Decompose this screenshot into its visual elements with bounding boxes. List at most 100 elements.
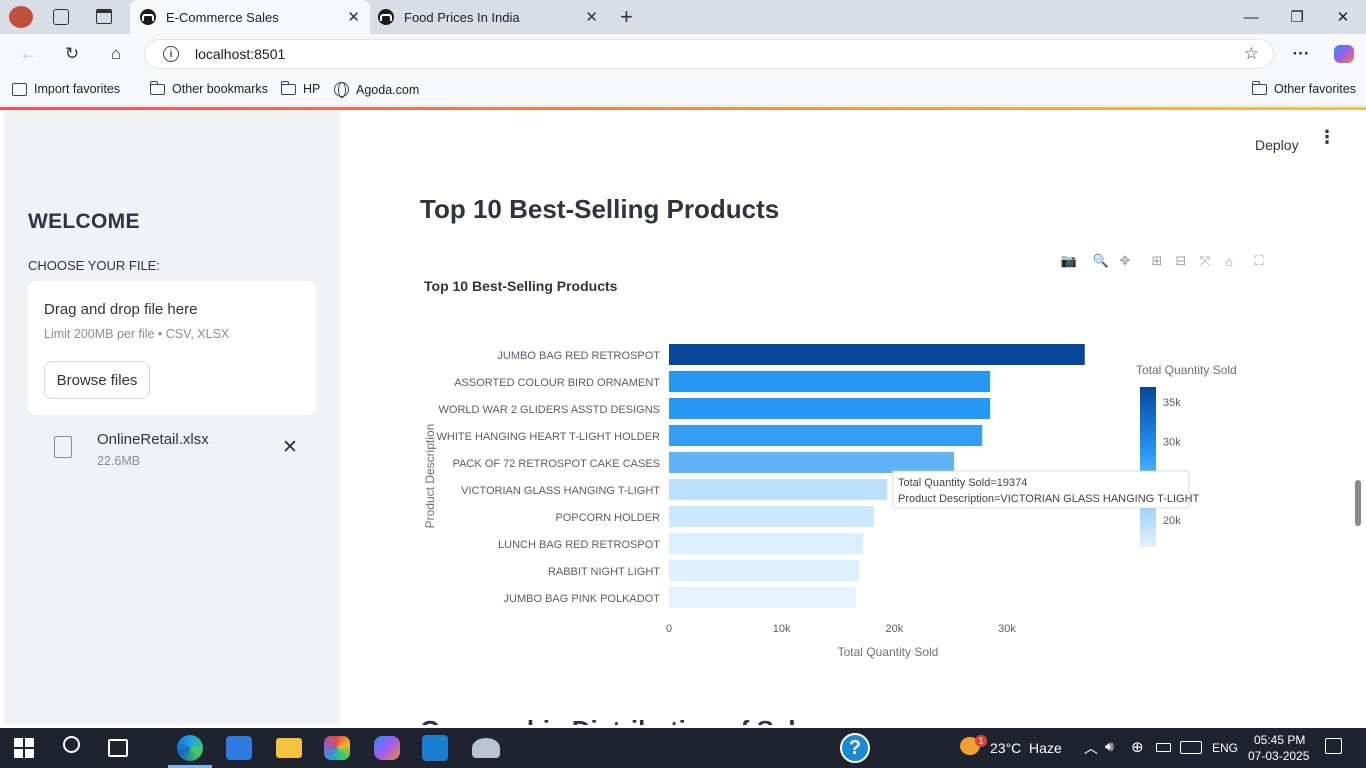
favorite-star-icon[interactable]: ☆ bbox=[1243, 44, 1259, 63]
store-icon[interactable] bbox=[226, 736, 252, 760]
bookmark-other-favorites[interactable]: Other favorites bbox=[1251, 80, 1356, 96]
bookmark-agoda[interactable]: Agoda.com bbox=[334, 82, 419, 98]
language-indicator[interactable]: ENG bbox=[1212, 741, 1239, 755]
speaker-icon[interactable]: 🔊︎ bbox=[1105, 738, 1114, 754]
chart-title: Top 10 Best-Selling Products bbox=[424, 278, 618, 294]
restore-icon[interactable]: ❐ bbox=[1290, 9, 1304, 26]
colorbar bbox=[1140, 387, 1156, 547]
bookmark-label: Other bookmarks bbox=[172, 82, 268, 96]
bookmark-import-favorites[interactable]: Import favorites bbox=[12, 82, 120, 96]
bar-lunch-bag-red-retrospot[interactable] bbox=[669, 533, 863, 554]
bar-popcorn-holder[interactable] bbox=[669, 506, 875, 527]
bookmark-label: Import favorites bbox=[34, 82, 121, 96]
copilot-icon[interactable] bbox=[1330, 40, 1358, 68]
folder-icon bbox=[280, 80, 296, 95]
y-tick-label: LUNCH BAG RED RETROSPOT bbox=[498, 539, 660, 551]
bar-world-war-2-gliders-asstd-designs[interactable] bbox=[669, 398, 991, 419]
y-axis-title: Product Description bbox=[423, 424, 437, 529]
bookmark-other-bookmarks[interactable]: Other bookmarks bbox=[149, 80, 268, 96]
x-tick-label: 30k bbox=[998, 623, 1016, 635]
site-info-icon[interactable]: i bbox=[163, 46, 179, 62]
m365-icon[interactable] bbox=[324, 736, 350, 760]
new-tab-icon[interactable]: + bbox=[620, 4, 633, 29]
pan-icon[interactable]: ✥ bbox=[1119, 253, 1131, 268]
tray-chevron-icon[interactable]: ︿ bbox=[1084, 740, 1098, 756]
file-explorer-icon[interactable] bbox=[276, 738, 302, 758]
profile-avatar[interactable] bbox=[9, 6, 33, 28]
browser-toolbar: ← ↻ ⌂ i localhost:8501 ☆ ··· bbox=[0, 34, 1366, 74]
zoom-in-icon[interactable]: ⊞ bbox=[1151, 253, 1163, 268]
keyboard-icon[interactable] bbox=[1180, 741, 1202, 754]
bar-white-hanging-heart-t-light-holder[interactable] bbox=[669, 425, 983, 446]
remove-file-icon[interactable]: ✕ bbox=[282, 437, 298, 458]
bookmark-label: Other favorites bbox=[1274, 82, 1356, 96]
windows-taskbar: ? 1 23°C Haze ︿ 🔊︎ ⊕ ENG 05:45 PM 07-03-… bbox=[0, 728, 1366, 768]
edge-icon[interactable] bbox=[176, 734, 204, 762]
colorbar-tick-label: 20k bbox=[1163, 515, 1181, 527]
browse-files-button[interactable]: Browse files bbox=[44, 361, 150, 399]
browser-tab-strip: E-Commerce Sales ✕ Food Prices In India … bbox=[0, 0, 1366, 34]
bar-jumbo-bag-red-retrospot[interactable] bbox=[669, 344, 1085, 365]
colorbar-title: Total Quantity Sold bbox=[1136, 363, 1237, 377]
zoom-icon[interactable]: 🔍 bbox=[1092, 253, 1110, 268]
url-text: localhost:8501 bbox=[195, 46, 286, 62]
tab-ecommerce-sales[interactable]: E-Commerce Sales ✕ bbox=[130, 0, 370, 34]
refresh-icon[interactable]: ↻ bbox=[64, 44, 80, 63]
close-tab-icon[interactable]: ✕ bbox=[347, 9, 360, 26]
reset-axes-icon[interactable]: ⌂ bbox=[1225, 253, 1233, 269]
tab-food-prices[interactable]: Food Prices In India ✕ bbox=[368, 0, 608, 34]
dropzone-limit: Limit 200MB per file • CSV, XLSX bbox=[44, 327, 230, 341]
x-tick-label: 20k bbox=[885, 623, 903, 635]
x-tick-label: 10k bbox=[773, 623, 791, 635]
folder-icon bbox=[149, 80, 165, 95]
streamlit-favicon-icon bbox=[378, 9, 394, 25]
page-scrollbar-thumb[interactable] bbox=[1355, 480, 1361, 526]
battery-icon[interactable] bbox=[1156, 743, 1171, 752]
dropzone-title: Drag and drop file here bbox=[44, 301, 198, 318]
next-section-title: Geographic Distribution of Sales bbox=[420, 715, 825, 725]
search-icon[interactable] bbox=[60, 734, 88, 762]
camera-icon[interactable]: 📷 bbox=[1060, 253, 1078, 268]
zoom-out-icon[interactable]: ⊟ bbox=[1175, 253, 1187, 268]
bookmark-hp[interactable]: HP bbox=[280, 80, 321, 96]
folder-icon bbox=[1251, 80, 1267, 95]
y-tick-label: JUMBO BAG PINK POLKADOT bbox=[504, 593, 661, 605]
home-icon[interactable]: ⌂ bbox=[110, 44, 122, 63]
uploaded-file-name: OnlineRetail.xlsx bbox=[97, 431, 209, 448]
file-dropzone[interactable]: Drag and drop file here Limit 200MB per … bbox=[28, 281, 316, 415]
weather-badge: 1 bbox=[975, 735, 987, 747]
vscode-icon[interactable] bbox=[422, 735, 448, 761]
address-bar[interactable]: i localhost:8501 ☆ bbox=[144, 39, 1274, 69]
tab-actions-icon[interactable] bbox=[96, 9, 112, 24]
close-window-icon[interactable]: ✕ bbox=[1336, 9, 1350, 26]
windows-start-icon[interactable] bbox=[14, 738, 34, 758]
task-view-icon[interactable] bbox=[108, 739, 128, 757]
close-tab-icon[interactable]: ✕ bbox=[585, 9, 598, 26]
back-icon[interactable]: ← bbox=[19, 44, 37, 63]
bar-jumbo-bag-pink-polkadot[interactable] bbox=[669, 587, 857, 608]
clock-time[interactable]: 05:45 PM bbox=[1254, 733, 1306, 747]
bar-rabbit-night-light[interactable] bbox=[669, 560, 860, 581]
y-tick-label: JUMBO BAG RED RETROSPOT bbox=[497, 350, 660, 362]
y-tick-label: VICTORIAN GLASS HANGING T-LIGHT bbox=[461, 485, 660, 497]
deploy-button[interactable]: Deploy bbox=[1255, 137, 1299, 153]
bar-victorian-glass-hanging-t-light[interactable] bbox=[669, 479, 888, 500]
network-icon[interactable]: ⊕ bbox=[1131, 739, 1144, 756]
y-tick-label: POPCORN HOLDER bbox=[555, 512, 660, 524]
globe-icon bbox=[334, 82, 349, 98]
weather-text[interactable]: 23°C Haze bbox=[990, 740, 1062, 756]
more-options-icon[interactable]: ··· bbox=[1292, 44, 1310, 63]
bar-assorted-colour-bird-ornament[interactable] bbox=[669, 371, 991, 392]
autoscale-icon[interactable]: ⤧ bbox=[1199, 253, 1211, 268]
fullscreen-icon[interactable]: ⛶ bbox=[1254, 253, 1264, 268]
bookmark-label: HP bbox=[303, 82, 321, 96]
clock-date[interactable]: 07-03-2025 bbox=[1248, 749, 1310, 763]
help-icon[interactable]: ? bbox=[840, 733, 870, 763]
app-icon[interactable] bbox=[472, 738, 500, 758]
notification-icon[interactable] bbox=[1325, 738, 1342, 754]
bar-pack-of-72-retrospot-cake-cases[interactable] bbox=[669, 452, 955, 473]
workspaces-icon[interactable] bbox=[53, 9, 69, 25]
copilot-app-icon[interactable] bbox=[374, 736, 400, 760]
minimize-icon[interactable]: — bbox=[1243, 8, 1259, 26]
bar-chart[interactable]: Top 10 Best-Selling Products JUMBO BAG R… bbox=[340, 110, 1362, 725]
